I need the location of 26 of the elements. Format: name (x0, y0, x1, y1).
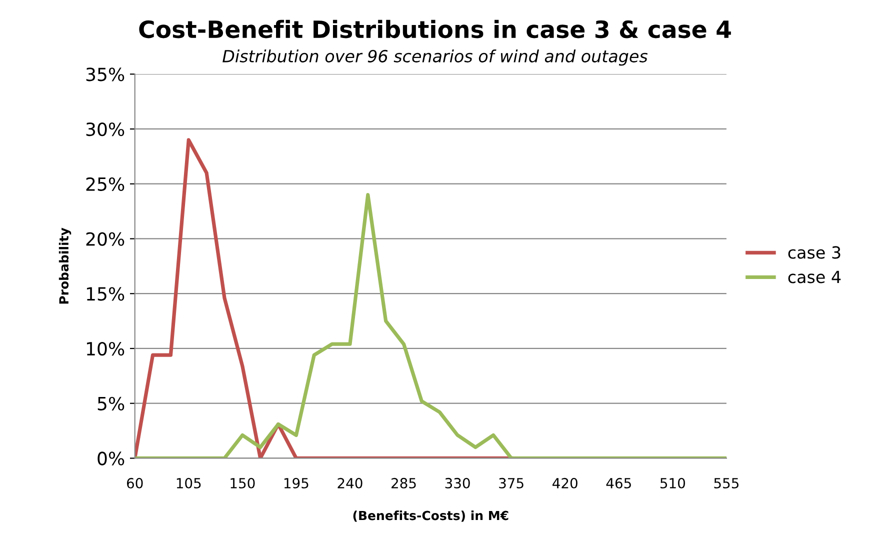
y-tick-label: 25% (86, 177, 124, 191)
y-tick-label: 35% (86, 68, 124, 82)
x-axis-title: (Benefits-Costs) in M€ (353, 510, 508, 522)
x-tick-label: 465 (606, 478, 631, 488)
y-tick-label: 10% (86, 342, 124, 356)
legend-label: case 4 (788, 270, 841, 284)
x-tick-label: 240 (338, 478, 362, 488)
y-tick-label: 5% (98, 396, 124, 410)
y-tick-label: 0% (98, 452, 124, 466)
x-tick-label: 330 (445, 478, 470, 488)
x-tick-label: 195 (284, 478, 308, 488)
x-tick-label: 150 (230, 478, 255, 488)
x-tick-label: 105 (176, 478, 201, 488)
x-tick-label: 510 (660, 478, 685, 488)
chart-subtitle: Distribution over 96 scenarios of wind and outages (222, 50, 648, 66)
x-tick-label: 285 (392, 478, 416, 488)
legend-label: case 3 (788, 246, 840, 259)
y-tick-label: 20% (86, 232, 124, 246)
x-tick-label: 60 (126, 478, 143, 488)
y-axis-title: Probability (58, 228, 72, 304)
x-tick-label: 555 (714, 478, 738, 488)
x-tick-label: 375 (499, 478, 524, 488)
x-tick-label: 420 (552, 478, 578, 488)
chart-title: Cost-Benefit Distributions in case 3 & case 4 (139, 20, 731, 38)
y-tick-label: 30% (86, 122, 124, 136)
y-tick-label: 15% (86, 287, 124, 301)
